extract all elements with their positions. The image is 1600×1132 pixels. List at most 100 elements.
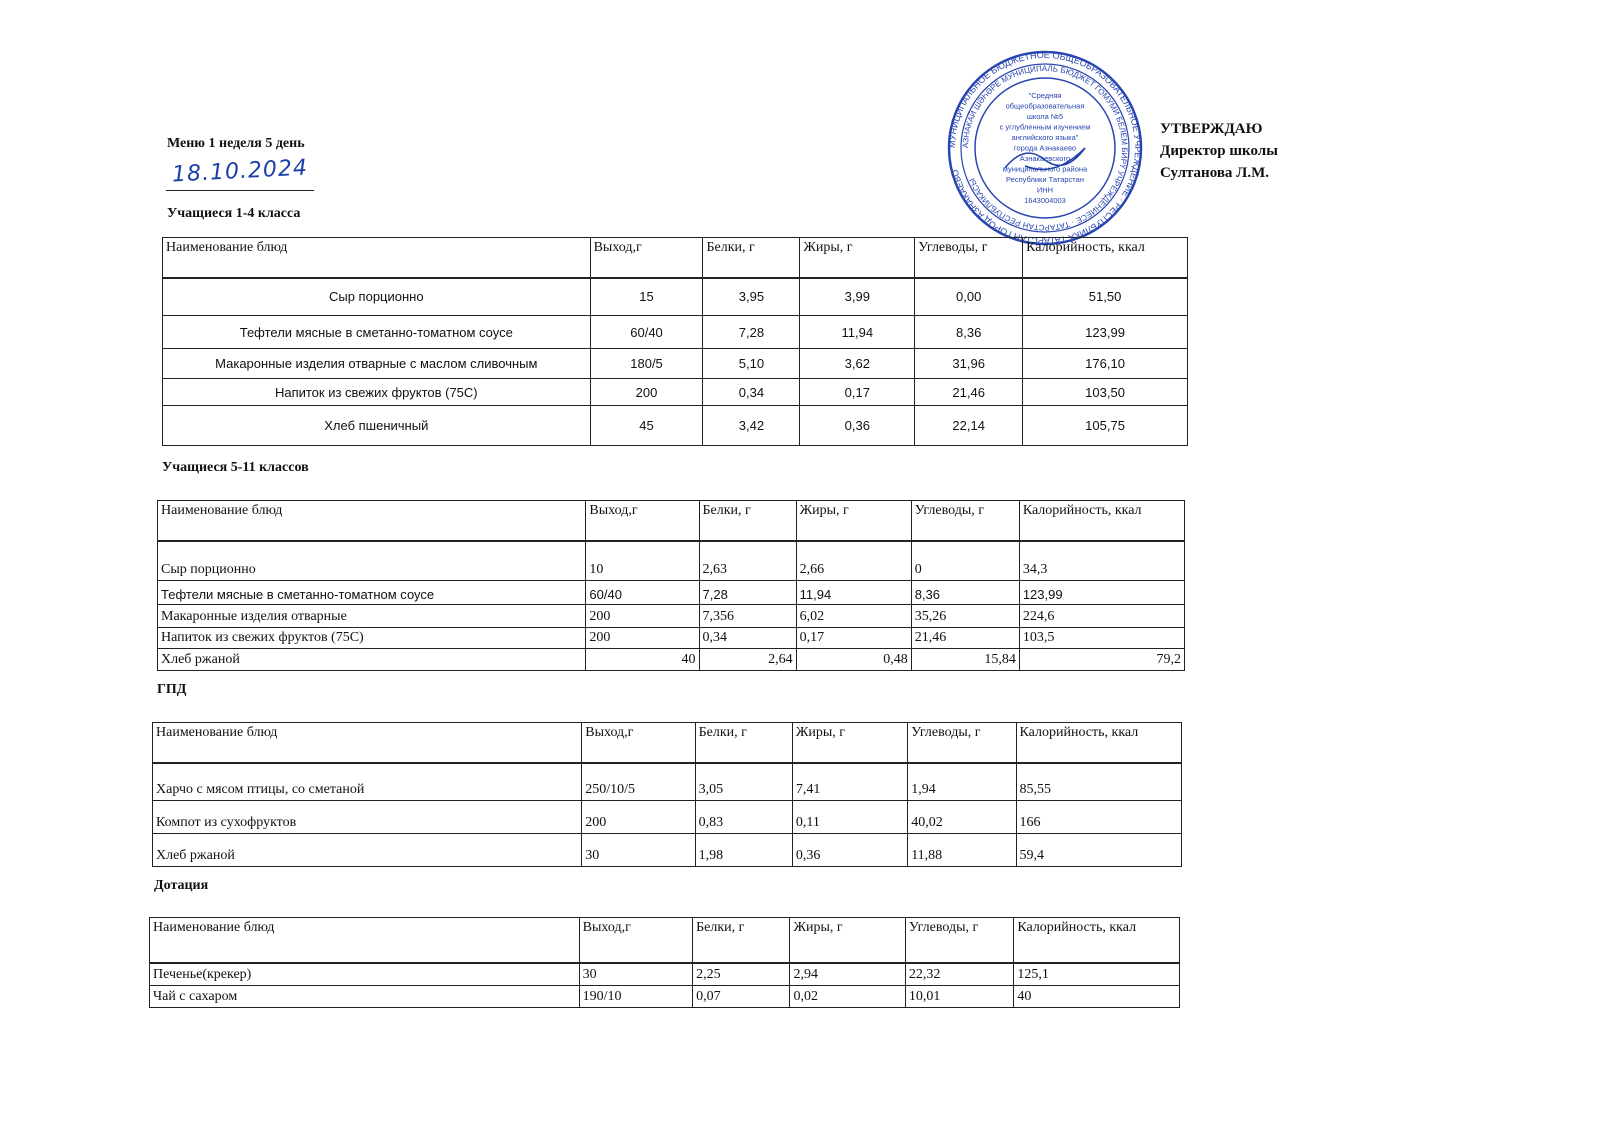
- value-cell: 11,94: [799, 315, 916, 349]
- value-cell: 7,356: [698, 604, 797, 628]
- handwritten-date: 18.10.2024: [171, 155, 309, 188]
- column-header: Наименование блюд: [156, 500, 587, 542]
- director-name: Султанова Л.М.: [1160, 165, 1270, 181]
- stamp-center-line: Азнакаевского: [1020, 154, 1070, 163]
- value-cell: 200: [581, 800, 696, 834]
- table-row: Печенье(крекер) 30 2,25 2,94 22,32 125,1: [149, 962, 1180, 986]
- column-header: Белки, г: [698, 500, 797, 542]
- value-cell: 10: [585, 540, 700, 581]
- stamp-center-line: с углубленным изучением: [1000, 123, 1091, 132]
- value-cell: 21,46: [910, 627, 1020, 649]
- value-cell: 5,10: [702, 348, 801, 379]
- value-cell: 0,36: [799, 405, 916, 446]
- value-cell: 103,50: [1022, 378, 1188, 406]
- table-row: Тефтели мясные в сметанно-томатном соусе…: [162, 315, 1188, 349]
- value-cell: 180/5: [589, 348, 704, 379]
- dish-name-cell: Тефтели мясные в сметанно-томатном соусе: [156, 580, 587, 605]
- value-cell: 0,00: [914, 277, 1024, 316]
- value-cell: 2,63: [698, 540, 797, 581]
- value-cell: 3,62: [799, 348, 916, 379]
- dish-name-cell: Компот из сухофруктов: [151, 800, 583, 834]
- value-cell: 200: [585, 604, 700, 628]
- column-header: Белки, г: [692, 917, 791, 964]
- stamp-center-line: школа №5: [1027, 112, 1063, 121]
- value-cell: 0,07: [692, 985, 791, 1008]
- value-cell: 10,01: [904, 985, 1015, 1008]
- value-cell: 0,02: [789, 985, 906, 1008]
- value-cell: 8,36: [910, 580, 1020, 605]
- table-row: Напиток из свежих фруктов (75С) 200 0,34 0,…: [162, 378, 1188, 406]
- value-cell: 30: [578, 962, 694, 986]
- value-cell: 176,10: [1022, 348, 1188, 379]
- value-cell: 0: [910, 540, 1020, 581]
- column-header: Калорийность, ккал: [1018, 500, 1186, 542]
- dish-name-cell: Чай с сахаром: [149, 985, 580, 1008]
- section-title: ГПД: [157, 682, 187, 697]
- value-cell: 224,6: [1018, 604, 1186, 628]
- stamp-center-line: города Азнакаево: [1014, 144, 1076, 153]
- dish-name-cell: Харчо с мясом птицы, со сметаной: [151, 762, 583, 801]
- table-row: Хлеб ржаной 30 1,98 0,36 11,88 59,4: [151, 833, 1182, 867]
- table-row: Сыр порционно 15 3,95 3,99 0,00 51,50: [162, 277, 1188, 316]
- value-cell: 0,34: [698, 627, 797, 649]
- value-cell: 7,28: [702, 315, 801, 349]
- value-cell: 59,4: [1015, 833, 1182, 867]
- value-cell: 0,11: [791, 800, 909, 834]
- value-cell: 11,94: [795, 580, 912, 605]
- section-title: Дотация: [154, 878, 209, 893]
- value-cell: 40,02: [907, 800, 1017, 834]
- column-header: Жиры, г: [799, 237, 916, 279]
- value-cell: 3,99: [799, 277, 916, 316]
- table-row: Тефтели мясные в сметанно-томатном соусе…: [156, 580, 1186, 605]
- table-row: Хлеб пшеничный 45 3,42 0,36 22,14 105,75: [162, 405, 1188, 446]
- value-cell: 45: [589, 405, 704, 446]
- value-cell: 1,98: [694, 833, 793, 867]
- column-header: Белки, г: [702, 237, 801, 279]
- value-cell: 125,1: [1013, 962, 1180, 986]
- value-cell: 60/40: [585, 580, 700, 605]
- value-cell: 15,84: [910, 648, 1020, 671]
- value-cell: 51,50: [1022, 277, 1188, 316]
- date-underline: [166, 190, 314, 191]
- value-cell: 103,5: [1018, 627, 1186, 649]
- table-row: Напиток из свежих фруктов (75С) 200 0,34 0,…: [156, 627, 1186, 649]
- dish-name-cell: Макаронные изделия отварные с маслом сли…: [162, 348, 591, 379]
- value-cell: 166: [1015, 800, 1182, 834]
- column-header: Калорийность, ккал: [1022, 237, 1188, 279]
- value-cell: 0,83: [694, 800, 793, 834]
- value-cell: 3,42: [702, 405, 801, 446]
- value-cell: 0,36: [791, 833, 909, 867]
- column-header: Наименование блюд: [149, 917, 580, 964]
- value-cell: 22,32: [904, 962, 1015, 986]
- dish-name-cell: Напиток из свежих фруктов (75С): [156, 627, 587, 649]
- value-cell: 22,14: [914, 405, 1024, 446]
- stamp-center-line: Республики Татарстан: [1006, 175, 1084, 184]
- value-cell: 1,94: [907, 762, 1017, 801]
- value-cell: 7,28: [698, 580, 797, 605]
- column-header: Выход,г: [585, 500, 700, 542]
- value-cell: 123,99: [1022, 315, 1188, 349]
- column-header: Жиры, г: [789, 917, 906, 964]
- value-cell: 34,3: [1018, 540, 1186, 581]
- value-cell: 8,36: [914, 315, 1024, 349]
- value-cell: 2,64: [698, 648, 797, 671]
- value-cell: 0,17: [799, 378, 916, 406]
- value-cell: 6,02: [795, 604, 912, 628]
- value-cell: 190/10: [578, 985, 694, 1008]
- column-header: Наименование блюд: [162, 237, 591, 279]
- value-cell: 11,88: [907, 833, 1017, 867]
- column-header: Выход,г: [589, 237, 704, 279]
- column-header: Углеводы, г: [914, 237, 1024, 279]
- approval-label: УТВЕРЖДАЮ: [1160, 121, 1263, 137]
- school-stamp: МУНИЦИПАЛЬНОЕ БЮДЖЕТНОЕ ОБЩЕОБРАЗОВАТЕЛЬ…: [947, 50, 1143, 246]
- table-row: Макаронные изделия отварные 200 7,356 6,02 3…: [156, 604, 1186, 628]
- dish-name-cell: Печенье(крекер): [149, 962, 580, 986]
- dish-name-cell: Макаронные изделия отварные: [156, 604, 587, 628]
- director-position: Директор школы: [1160, 143, 1278, 159]
- table-row: Чай с сахаром 190/10 0,07 0,02 10,01 40: [149, 985, 1180, 1008]
- value-cell: 30: [581, 833, 696, 867]
